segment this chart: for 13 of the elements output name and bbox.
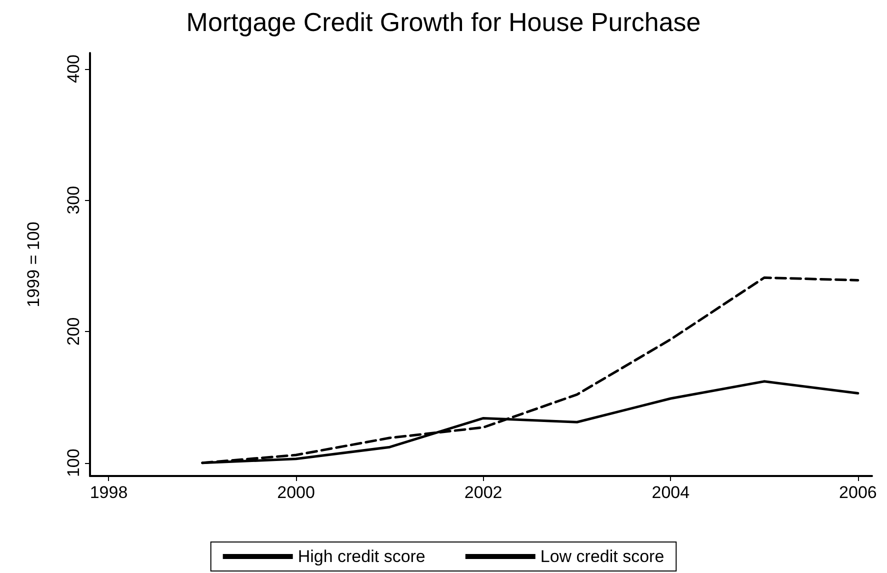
x-tick-label: 2004	[652, 483, 690, 502]
y-axis-title: 1999 = 100	[24, 222, 43, 308]
y-tick-label: 300	[64, 186, 83, 214]
x-tick-label: 2002	[464, 483, 502, 502]
chart-title: Mortgage Credit Growth for House Purchase	[186, 7, 701, 37]
x-tick-label: 2000	[277, 483, 315, 502]
y-tick-label: 200	[64, 317, 83, 346]
x-tick-label: 2006	[839, 483, 877, 502]
legend-label: High credit score	[298, 547, 426, 566]
x-tick-label: 1998	[90, 483, 128, 502]
y-tick-label: 400	[64, 54, 83, 83]
y-tick-label: 100	[64, 448, 83, 478]
legend-label: Low credit score	[540, 547, 664, 566]
